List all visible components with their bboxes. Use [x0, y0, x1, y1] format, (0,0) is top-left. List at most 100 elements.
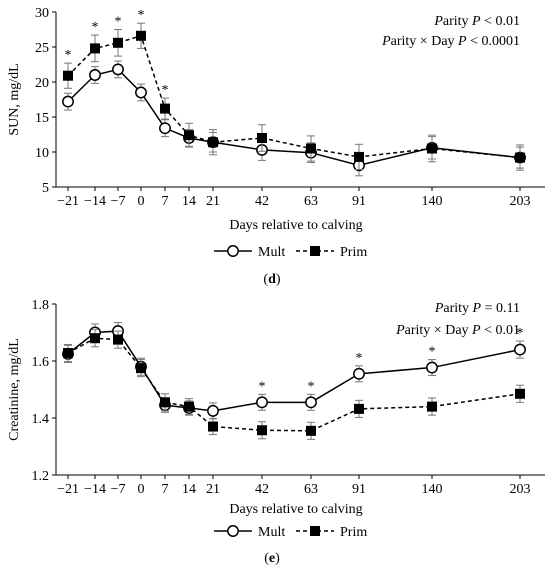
significance-marker: *: [308, 379, 315, 394]
significance-marker: *: [429, 345, 436, 360]
significance-marker: *: [517, 326, 524, 341]
stats-annotation: Parity P = 0.11: [434, 301, 520, 316]
annotation-text: arity × Day: [405, 323, 472, 338]
significance-marker: *: [162, 83, 169, 98]
chart-panel-e: 1.2 1.4 1.6 1.8 −21 −14 −7 0 7 14 21 42 63 91 140 203 Cr…: [7, 298, 545, 566]
point-prim: [354, 151, 364, 162]
x-tick-label: 63: [304, 194, 318, 209]
panel-label: (e): [264, 551, 280, 566]
y-tick-label: 1.8: [32, 298, 50, 313]
significance-marker: *: [92, 20, 99, 35]
point-prim: [427, 401, 437, 412]
x-tick-label: 91: [352, 482, 366, 497]
annotation-text: < 0.0001: [467, 34, 520, 49]
point-mult: [207, 404, 219, 417]
legend: Mult Prim: [214, 245, 367, 260]
panel-label-part: d: [268, 272, 276, 287]
point-prim: [63, 348, 73, 359]
significance-marker: *: [259, 379, 266, 394]
point-prim: [306, 425, 316, 436]
y-axis-label: SUN, mg/dL: [7, 63, 22, 135]
stats-annotation: Parity P < 0.01: [433, 14, 520, 29]
significance-marker: *: [65, 48, 72, 63]
x-tick-label: 42: [255, 482, 269, 497]
point-prim: [113, 37, 123, 48]
annotation-text: arity × Day: [391, 34, 458, 49]
point-mult: [353, 367, 365, 380]
point-prim: [184, 130, 194, 141]
point-prim: [427, 143, 437, 154]
x-tick-label: 0: [138, 194, 145, 209]
panel-label-part: ): [275, 551, 280, 566]
chart-panel-d: 5 10 15 20 25 30 −21 −14 −7 0 7 14 21 42 63 91 140 203 SUN…: [7, 6, 545, 287]
legend-label-mult: Mult: [258, 525, 285, 540]
x-tick-label: 203: [510, 194, 531, 209]
p-symbol: P: [471, 323, 481, 338]
series-line-prim: [67, 34, 521, 159]
x-tick-label: 140: [422, 482, 443, 497]
x-tick-label: 42: [255, 194, 269, 209]
point-prim: [208, 421, 218, 432]
legend: Mult Prim: [214, 525, 367, 540]
x-tick-label: −14: [84, 194, 106, 209]
stats-annotation: Parity × Day P < 0.01: [395, 323, 520, 338]
p-symbol: P: [381, 34, 391, 49]
point-prim: [160, 397, 170, 408]
x-tick-label: 7: [162, 482, 169, 497]
series-line-prim: [67, 337, 521, 432]
x-tick-label: −21: [57, 482, 79, 497]
significance-marker: *: [115, 15, 122, 30]
point-mult: [62, 95, 74, 108]
point-mult: [305, 396, 317, 409]
series-line-mult: [67, 330, 521, 412]
legend-marker-prim: [310, 246, 320, 256]
p-symbol: P: [471, 14, 481, 29]
point-prim: [515, 388, 525, 399]
legend-marker-mult: [227, 525, 239, 537]
series-prim: [63, 329, 525, 440]
significance-marker: *: [138, 8, 145, 23]
x-tick-label: 140: [422, 194, 443, 209]
point-prim: [113, 334, 123, 345]
panel-label: (d): [263, 272, 280, 287]
significance-marker: *: [356, 351, 363, 366]
y-tick-label: 5: [42, 181, 49, 196]
y-tick-label: 1.6: [32, 355, 50, 370]
y-tick-label: 15: [35, 111, 49, 126]
p-symbol: P: [395, 323, 405, 338]
x-tick-label: 91: [352, 194, 366, 209]
y-axis-label: Creatinine, mg/dL: [7, 338, 22, 441]
panel-label-part: (: [263, 272, 268, 287]
point-prim: [90, 43, 100, 54]
point-prim: [354, 403, 364, 414]
point-mult: [426, 361, 438, 374]
point-mult: [135, 86, 147, 99]
point-prim: [90, 333, 100, 344]
point-mult: [159, 122, 171, 135]
x-tick-label: 63: [304, 482, 318, 497]
annotation-text: < 0.01: [481, 323, 520, 338]
y-tick-label: 20: [35, 76, 49, 91]
series-mult: [62, 60, 526, 177]
x-axis-label: Days relative to calving: [229, 502, 362, 517]
y-tick-label: 1.4: [32, 412, 50, 427]
annotation-text: < 0.01: [481, 14, 520, 29]
x-tick-label: 14: [182, 194, 196, 209]
x-tick-label: −7: [111, 482, 126, 497]
point-prim: [257, 133, 267, 143]
panel-label-part: (: [264, 551, 269, 566]
point-prim: [306, 143, 316, 154]
legend-label-prim: Prim: [340, 245, 367, 260]
x-tick-label: 203: [510, 482, 531, 497]
point-prim: [160, 103, 170, 114]
legend-marker-prim: [310, 526, 320, 536]
legend-label-prim: Prim: [340, 525, 367, 540]
point-prim: [136, 363, 146, 374]
p-symbol: P: [434, 301, 444, 316]
x-tick-label: 0: [138, 482, 145, 497]
x-tick-label: 21: [206, 194, 220, 209]
point-mult: [256, 396, 268, 409]
point-prim: [257, 425, 267, 436]
x-tick-label: −21: [57, 194, 79, 209]
